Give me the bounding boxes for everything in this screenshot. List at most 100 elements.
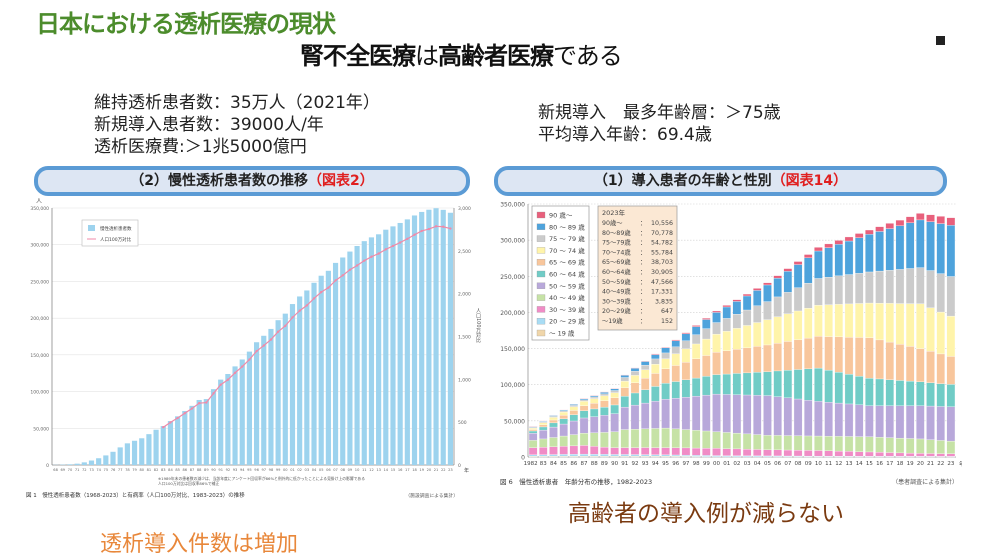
bar-patients: [96, 458, 102, 465]
figure-source: （患者調査による集計）: [892, 478, 958, 486]
bar-segment: [814, 401, 823, 437]
bar-patients: [282, 313, 288, 465]
x-axis-label: 年: [959, 460, 962, 468]
x-tick-label: 21: [927, 461, 934, 467]
x-tick-label: 88: [197, 468, 202, 472]
bar-segment: [590, 402, 599, 410]
bar-segment: [661, 427, 670, 448]
x-axis-label: 年: [464, 467, 469, 474]
legend-swatch: [536, 329, 546, 337]
bar-segment: [773, 296, 782, 317]
bar-segment: [783, 271, 793, 293]
bar-segment: [569, 404, 579, 406]
point-prevalence: [205, 401, 208, 404]
bar-segment: [549, 419, 558, 424]
bar-segment: [946, 356, 956, 385]
annotation-label: 〜19歳: [602, 316, 623, 325]
annotation-value: 55,784: [651, 249, 673, 256]
annotation-colon: ：: [640, 259, 646, 266]
x-tick-label: 11: [362, 468, 367, 472]
legend-swatch: [536, 247, 546, 254]
bar-segment: [916, 303, 925, 349]
bar-segment: [549, 426, 558, 438]
bar-segment: [885, 270, 894, 304]
bar-segment: [742, 449, 752, 456]
x-tick-label: 96: [672, 461, 679, 467]
bar-segment: [763, 319, 772, 346]
bar-segment: [590, 454, 599, 457]
annotation-colon: ：: [640, 249, 646, 256]
bar-segment: [671, 447, 680, 456]
bar-segment: [844, 451, 854, 457]
bar-segment: [559, 410, 568, 413]
bar-segment: [875, 437, 884, 453]
bar-segment: [610, 454, 619, 457]
bar-segment: [630, 454, 640, 457]
annotation-label: 70〜74歳: [602, 247, 631, 256]
banner-highlight: （図表2）: [308, 173, 374, 189]
bar-segment: [590, 396, 599, 399]
annotation-label: 90歳〜: [602, 218, 623, 227]
bar-segment: [722, 373, 731, 395]
bar-segment: [681, 454, 691, 457]
bar-segment: [804, 257, 813, 284]
bar-segment: [936, 223, 945, 274]
point-prevalence: [183, 412, 187, 415]
bar-segment: [640, 454, 650, 457]
bar-segment: [783, 313, 793, 342]
bar-segment: [854, 436, 864, 452]
bar-segment: [712, 393, 721, 432]
bar-segment: [579, 410, 589, 419]
bar-segment: [793, 339, 803, 370]
x-tick-label: 77: [118, 468, 123, 472]
bar-segment: [763, 282, 772, 286]
annotation-value: 30,905: [651, 269, 673, 276]
bar-segment: [773, 316, 782, 344]
x-tick-label: 78: [125, 468, 130, 472]
y-tick-label: 0: [521, 455, 525, 462]
bar-patients: [354, 245, 360, 465]
bar-segment: [936, 440, 945, 454]
bar-segment: [640, 369, 650, 379]
point-prevalence: [276, 330, 280, 333]
x-tick-label: 94: [652, 461, 659, 467]
bar-segment: [569, 445, 579, 455]
bar-segment: [620, 380, 630, 388]
x-tick-label: 06: [326, 468, 331, 472]
bar-segment: [834, 371, 844, 404]
banner-right: （1）導入患者の年齢と性別（図表14）: [494, 166, 947, 196]
bar-patients: [88, 460, 95, 465]
x-tick-label: 22: [441, 468, 446, 472]
banner-text: （1）導入患者の年齢と性別: [593, 173, 772, 189]
x-tick-label: 70: [68, 468, 73, 472]
bar-segment: [722, 455, 731, 457]
bar-segment: [712, 374, 721, 395]
bar-segment: [742, 372, 752, 396]
annotation-colon: ：: [640, 230, 646, 237]
x-tick-label: 84: [550, 461, 557, 467]
bar-segment: [844, 274, 854, 305]
x-tick-label: 19: [419, 468, 424, 472]
y-tick-label: 200,000: [500, 310, 525, 317]
annotation-colon: ：: [640, 240, 646, 247]
bar-patients: [232, 366, 238, 465]
bar-segment: [885, 437, 894, 453]
x-tick-label: 99: [703, 461, 710, 467]
y-tick-label: 50,000: [33, 426, 49, 432]
bar-segment: [661, 447, 670, 455]
bar-segment: [590, 416, 599, 433]
bar-segment: [742, 347, 752, 374]
point-prevalence: [284, 324, 287, 328]
bar-segment: [804, 337, 813, 370]
bar-patients: [447, 212, 453, 465]
footnote: ※1989年末の患者数の減少は、当該年度にアンケート回収率が86%と例外的に低か…: [158, 476, 365, 481]
bar-segment: [610, 392, 619, 398]
annotation-colon: ：: [640, 308, 646, 315]
bar-segment: [691, 343, 701, 359]
bar-segment: [579, 453, 589, 457]
bar-segment: [844, 403, 854, 437]
bar-segment: [844, 337, 854, 375]
x-tick-label: 76: [111, 468, 116, 472]
bar-segment: [528, 432, 538, 441]
bar-segment: [559, 415, 568, 419]
